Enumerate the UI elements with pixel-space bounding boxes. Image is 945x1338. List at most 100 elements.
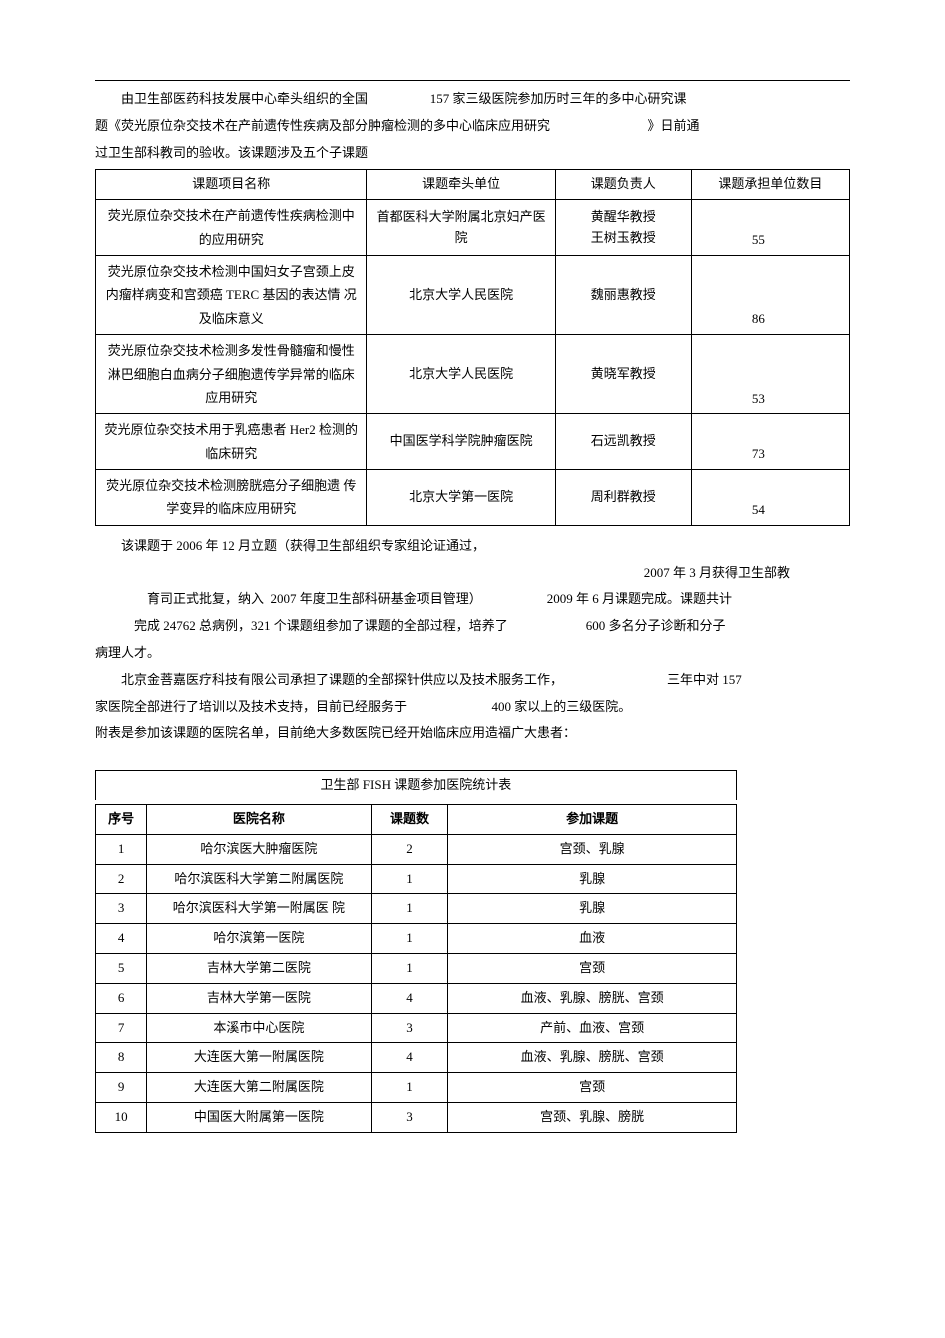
cell-seq: 6	[96, 983, 147, 1013]
intro-2b: 》日前通	[648, 118, 700, 133]
cell-topic-count: 3	[371, 1103, 448, 1133]
cell-unit: 首都医科大学附属北京妇产医院	[367, 200, 556, 256]
table-row: 荧光原位杂交技术在产前遗传性疾病检测中的应用研究首都医科大学附属北京妇产医院黄醒…	[96, 200, 850, 256]
cell-count: 55	[691, 200, 849, 256]
top-divider	[95, 80, 850, 81]
cell-leader: 魏丽惠教授	[555, 255, 691, 334]
cell-hospital: 吉林大学第二医院	[147, 954, 371, 984]
table-row: 2哈尔滨医科大学第二附属医院1乳腺	[96, 864, 737, 894]
cell-unit: 北京大学第一医院	[367, 470, 556, 526]
cell-name: 荧光原位杂交技术检测膀胱癌分子细胞遗 传学变异的临床应用研究	[96, 470, 367, 526]
spacer	[95, 750, 850, 770]
cell-seq: 10	[96, 1103, 147, 1133]
th-name: 课题项目名称	[96, 170, 367, 200]
cell-topic-count: 3	[371, 1013, 448, 1043]
cell-topic-count: 1	[371, 894, 448, 924]
mid-6-gap	[407, 699, 492, 714]
mid-line-3: 完成 24762 总病例，321 个课题组参加了课题的全部过程，培养了 600 …	[95, 616, 850, 637]
th-topic-count: 课题数	[371, 805, 448, 835]
mid-2b: 2009 年 6 月课题完成。课题共计	[547, 591, 732, 606]
mid-5a: 北京金菩嘉医疗科技有限公司承担了课题的全部探针供应以及技术服务工作，	[121, 672, 563, 687]
table-row: 荧光原位杂交技术检测膀胱癌分子细胞遗 传学变异的临床应用研究北京大学第一医院周利…	[96, 470, 850, 526]
table-row: 8大连医大第一附属医院4血液、乳腺、膀胱、宫颈	[96, 1043, 737, 1073]
intro-1-gap	[368, 91, 430, 106]
cell-topics: 宫颈、乳腺、膀胱	[448, 1103, 736, 1133]
cell-leader: 黄晓军教授	[555, 335, 691, 414]
hospital-tbody: 1哈尔滨医大肿瘤医院2宫颈、乳腺2哈尔滨医科大学第二附属医院1乳腺3哈尔滨医科大…	[96, 834, 737, 1132]
cell-leader: 周利群教授	[555, 470, 691, 526]
th-hospital: 医院名称	[147, 805, 371, 835]
table-header-row: 序号 医院名称 课题数 参加课题	[96, 805, 737, 835]
cell-count: 73	[691, 414, 849, 470]
table-row: 4哈尔滨第一医院1血液	[96, 924, 737, 954]
intro-line-2: 题《荧光原位杂交技术在产前遗传性疾病及部分肿瘤检测的多中心临床应用研究 》日前通	[95, 116, 850, 137]
th-unit: 课题牵头单位	[367, 170, 556, 200]
cell-hospital: 哈尔滨第一医院	[147, 924, 371, 954]
mid-5-gap	[563, 672, 667, 687]
mid-line-4: 病理人才。	[95, 643, 850, 664]
cell-seq: 1	[96, 834, 147, 864]
cell-count: 53	[691, 335, 849, 414]
subtopics-tbody: 荧光原位杂交技术在产前遗传性疾病检测中的应用研究首都医科大学附属北京妇产医院黄醒…	[96, 200, 850, 526]
cell-name: 荧光原位杂交技术用于乳癌患者 Her2 检测的临床研究	[96, 414, 367, 470]
cell-topic-count: 1	[371, 954, 448, 984]
cell-hospital: 本溪市中心医院	[147, 1013, 371, 1043]
cell-hospital: 大连医大第二附属医院	[147, 1073, 371, 1103]
cell-seq: 9	[96, 1073, 147, 1103]
cell-topics: 宫颈	[448, 1073, 736, 1103]
cell-seq: 7	[96, 1013, 147, 1043]
table-row: 5吉林大学第二医院1宫颈	[96, 954, 737, 984]
mid-line-2: 育司正式批复，纳入 2007 年度卫生部科研基金项目管理） 2009 年 6 月…	[95, 589, 850, 610]
cell-hospital: 哈尔滨医大肿瘤医院	[147, 834, 371, 864]
mid-5b: 三年中对 157	[667, 672, 742, 687]
intro-2a: 题《荧光原位杂交技术在产前遗传性疾病及部分肿瘤检测的多中心临床应用研究	[95, 118, 550, 133]
th-topics: 参加课题	[448, 805, 736, 835]
cell-leader: 石远凯教授	[555, 414, 691, 470]
mid-line-6: 家医院全部进行了培训以及技术支持，目前已经服务于 400 家以上的三级医院。	[95, 697, 850, 718]
cell-name: 荧光原位杂交技术检测多发性骨髓瘤和慢性淋巴细胞白血病分子细胞遗传学异常的临床应用…	[96, 335, 367, 414]
intro-1a: 由卫生部医药科技发展中心牵头组织的全国	[121, 91, 368, 106]
table-row: 荧光原位杂交技术检测中国妇女子宫颈上皮内瘤样病变和宫颈癌 TERC 基因的表达情…	[96, 255, 850, 334]
table-row: 10中国医大附属第一医院3宫颈、乳腺、膀胱	[96, 1103, 737, 1133]
hospital-table: 序号 医院名称 课题数 参加课题 1哈尔滨医大肿瘤医院2宫颈、乳腺2哈尔滨医科大…	[95, 804, 737, 1133]
mid-2a: 育司正式批复，纳入 2007 年度卫生部科研基金项目管理）	[147, 591, 482, 606]
mid-line-5: 北京金菩嘉医疗科技有限公司承担了课题的全部探针供应以及技术服务工作， 三年中对 …	[95, 670, 850, 691]
cell-hospital: 中国医大附属第一医院	[147, 1103, 371, 1133]
mid-1a: 该课题于 2006 年 12 月立题（获得卫生部组织专家组论证通过，	[121, 538, 485, 553]
cell-topics: 血液、乳腺、膀胱、宫颈	[448, 1043, 736, 1073]
mid-3a: 完成 24762 总病例，321 个课题组参加了课题的全部过程，培养了	[134, 618, 508, 633]
table-row: 荧光原位杂交技术检测多发性骨髓瘤和慢性淋巴细胞白血病分子细胞遗传学异常的临床应用…	[96, 335, 850, 414]
cell-unit: 北京大学人民医院	[367, 335, 556, 414]
mid-3b: 600 多名分子诊断和分子	[586, 618, 726, 633]
cell-unit: 北京大学人民医院	[367, 255, 556, 334]
cell-topics: 宫颈	[448, 954, 736, 984]
cell-count: 86	[691, 255, 849, 334]
cell-seq: 2	[96, 864, 147, 894]
th-count: 课题承担单位数目	[691, 170, 849, 200]
table-row: 1哈尔滨医大肿瘤医院2宫颈、乳腺	[96, 834, 737, 864]
cell-topic-count: 4	[371, 1043, 448, 1073]
mid-2-gap	[482, 591, 547, 606]
mid-line-1r: 2007 年 3 月获得卫生部教	[95, 563, 850, 584]
cell-hospital: 哈尔滨医科大学第二附属医院	[147, 864, 371, 894]
mid-line-7: 附表是参加该课题的医院名单，目前绝大多数医院已经开始临床应用造福广大患者：	[95, 723, 850, 744]
table-row: 6吉林大学第一医院4血液、乳腺、膀胱、宫颈	[96, 983, 737, 1013]
table-row: 9大连医大第二附属医院1宫颈	[96, 1073, 737, 1103]
mid-6b: 400 家以上的三级医院。	[492, 699, 632, 714]
mid-1r: 2007 年 3 月获得卫生部教	[644, 565, 790, 580]
cell-topics: 乳腺	[448, 894, 736, 924]
cell-topic-count: 1	[371, 924, 448, 954]
mid-6a: 家医院全部进行了培训以及技术支持，目前已经服务于	[95, 699, 407, 714]
cell-seq: 5	[96, 954, 147, 984]
cell-seq: 3	[96, 894, 147, 924]
cell-name: 荧光原位杂交技术检测中国妇女子宫颈上皮内瘤样病变和宫颈癌 TERC 基因的表达情…	[96, 255, 367, 334]
cell-topics: 乳腺	[448, 864, 736, 894]
intro-line-3: 过卫生部科教司的验收。该课题涉及五个子课题	[95, 143, 850, 164]
cell-topics: 血液、乳腺、膀胱、宫颈	[448, 983, 736, 1013]
cell-seq: 8	[96, 1043, 147, 1073]
cell-leader: 黄醒华教授 王树玉教授	[555, 200, 691, 256]
table-row: 7本溪市中心医院3产前、血液、宫颈	[96, 1013, 737, 1043]
table-header-row: 课题项目名称 课题牵头单位 课题负责人 课题承担单位数目	[96, 170, 850, 200]
cell-topic-count: 1	[371, 1073, 448, 1103]
cell-hospital: 大连医大第一附属医院	[147, 1043, 371, 1073]
